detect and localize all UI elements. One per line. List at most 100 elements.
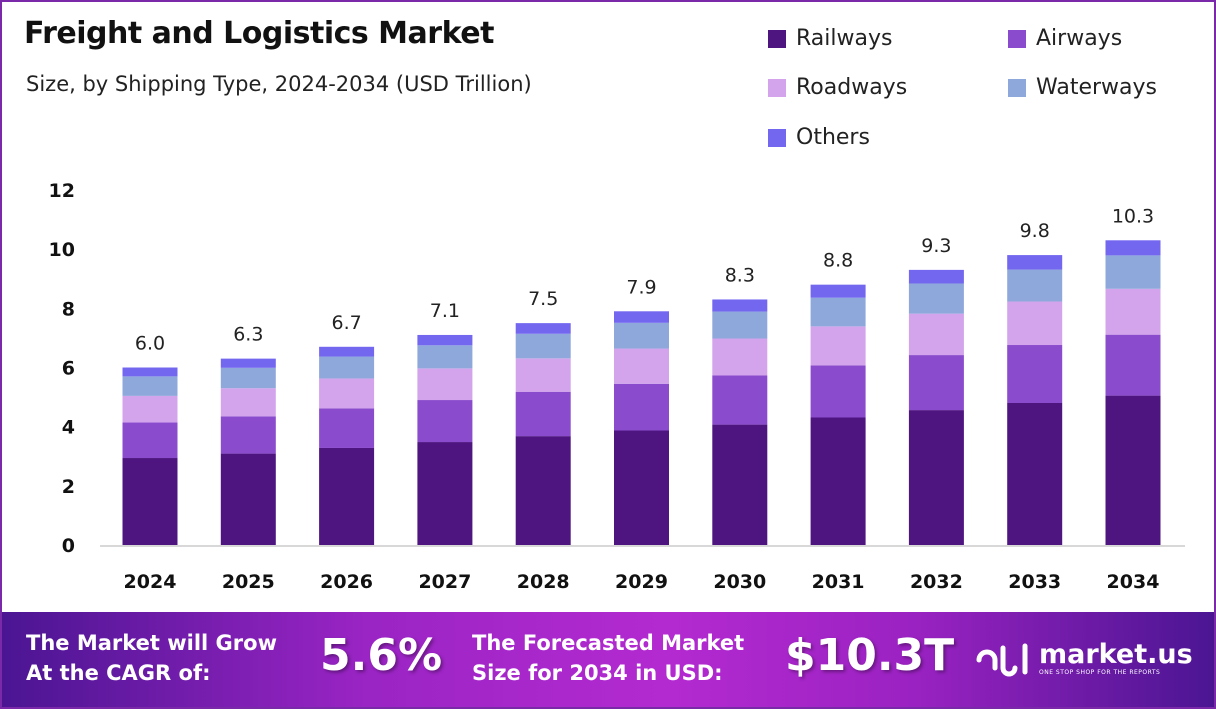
bar-segment-roadways [614,348,669,384]
brand-logo: market.us ONE STOP SHOP FOR THE REPORTS [975,638,1193,678]
cagr-label: The Market will Grow At the CAGR of: [26,628,277,688]
bar-segment-waterways [515,333,571,359]
legend-label: Railways [796,26,893,51]
bar-segment-waterways [1105,255,1161,289]
total-data-label: 6.0 [135,333,165,355]
bar-segment-others [417,334,473,346]
y-tick-label: 4 [62,417,75,439]
legend-item-others: Others [768,125,870,150]
bar-segment-railways [712,424,768,545]
bar-segment-others [712,299,768,312]
cagr-label-line2: At the CAGR of: [26,661,211,685]
y-tick-label: 2 [62,476,75,498]
bar-segment-airways [417,400,473,443]
x-tick-label: 2030 [713,571,766,593]
bar-segment-others [319,346,375,357]
bar-segment-waterways [319,356,375,379]
legend-label: Roadways [796,75,908,100]
forecast-label-line1: The Forecasted Market [472,631,745,655]
bar-segment-roadways [908,313,964,356]
bar-segment-railways [220,453,276,545]
bar-segment-waterways [712,311,768,339]
x-tick-label: 2033 [1008,571,1061,593]
bar-segment-airways [220,416,276,454]
total-data-label: 6.3 [233,324,263,346]
bar-segment-waterways [417,345,473,369]
total-data-label: 9.8 [1020,220,1050,242]
bar-segment-waterways [220,367,276,389]
bar-segment-others [515,323,571,334]
bar-segment-others [908,269,964,284]
bar-segment-airways [1007,345,1063,403]
bar-segment-roadways [122,395,178,423]
x-tick-label: 2027 [418,571,471,593]
x-tick-label: 2025 [222,571,275,593]
x-tick-label: 2032 [910,571,963,593]
legend-swatch [768,128,786,147]
y-tick-label: 12 [49,180,75,202]
x-tick-label: 2026 [320,571,373,593]
legend-item-waterways: Waterways [1008,75,1157,100]
bar-segment-airways [122,422,178,459]
x-tick-label: 2028 [517,571,570,593]
x-tick-label: 2034 [1107,571,1160,593]
bar-segment-others [614,311,669,323]
total-data-label: 7.1 [430,300,460,322]
bar-segment-others [810,284,866,298]
bar-segment-railways [417,442,473,545]
legend-item-roadways: Roadways [768,75,907,100]
bar-segment-waterways [1007,269,1063,302]
bar-segment-others [122,367,178,377]
cagr-label-line1: The Market will Grow [26,631,277,655]
y-tick-label: 6 [62,358,75,380]
x-tick-label: 2031 [812,571,865,593]
bar-segment-airways [1105,334,1161,396]
legend-swatch [1008,78,1026,97]
bar-segment-airways [614,383,669,431]
bar-segment-others [220,358,276,368]
chart-subtitle: Size, by Shipping Type, 2024-2034 (USD T… [26,72,532,96]
bar-segment-others [1007,255,1063,270]
total-data-label: 7.9 [626,276,656,298]
legend-swatch [768,78,786,97]
x-tick-label: 2024 [124,571,177,593]
bar-segment-roadways [220,388,276,417]
bar-segment-roadways [1105,288,1161,335]
legend-label: Others [796,125,870,150]
bar-segment-railways [810,417,866,545]
y-tick-label: 10 [49,239,75,261]
legend-swatch [1008,29,1026,48]
bar-segment-railways [1007,403,1063,545]
bar-segment-others [1105,240,1161,256]
bar-segment-airways [712,375,768,425]
bar-segment-waterways [908,283,964,314]
bar-segment-roadways [515,358,571,392]
forecast-label: The Forecasted Market Size for 2034 in U… [472,628,744,688]
legend-label: Airways [1036,26,1123,51]
total-data-label: 8.3 [725,264,755,286]
bar-segment-waterways [122,376,178,396]
legend-item-airways: Airways [1008,26,1122,51]
brand-tagline: ONE STOP SHOP FOR THE REPORTS [1039,668,1161,676]
total-data-label: 6.7 [331,312,361,334]
total-data-label: 9.3 [921,235,951,257]
legend-label: Waterways [1036,75,1157,100]
bar-segment-roadways [810,326,866,366]
bar-segment-railways [515,436,571,545]
bar-segment-airways [810,365,866,418]
brand-name: market.us [1039,638,1193,670]
forecast-value: $10.3T [785,630,955,681]
total-data-label: 8.8 [823,250,853,272]
bar-segment-roadways [1007,301,1063,346]
bar-segment-roadways [417,368,473,401]
bar-segment-roadways [712,338,768,376]
bar-segment-roadways [319,378,375,409]
bar-segment-railways [908,410,964,545]
bar-segment-railways [1105,395,1161,545]
bar-segment-railways [122,458,178,545]
bar-segment-airways [319,408,375,448]
bar-segment-waterways [810,297,866,327]
bar-segment-railways [614,430,669,545]
bar-segment-airways [908,355,964,411]
y-tick-label: 0 [62,535,75,557]
